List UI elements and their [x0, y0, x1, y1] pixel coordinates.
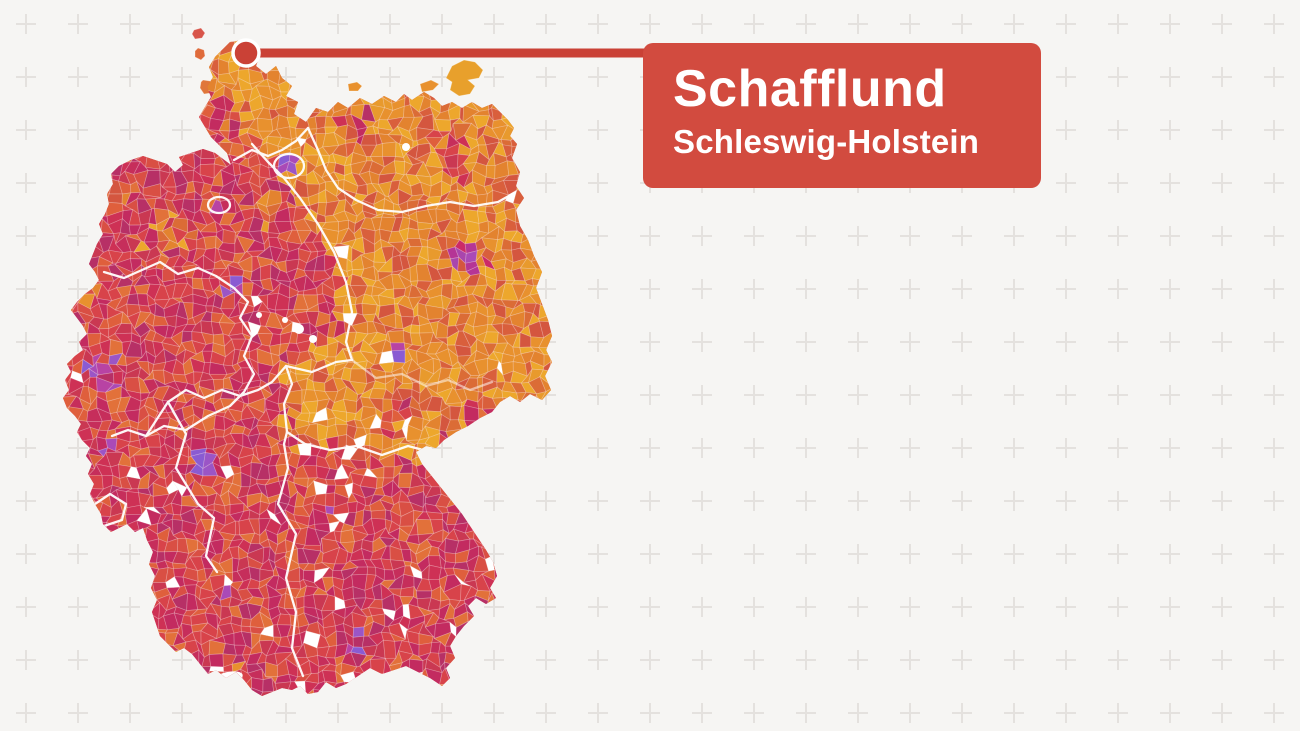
callout-subtitle: Schleswig-Holstein [673, 123, 980, 160]
location-marker [231, 38, 261, 68]
callout-title: Schafflund [673, 60, 947, 118]
state-borders [93, 126, 516, 678]
callout-box: Schafflund Schleswig-Holstein [643, 43, 1041, 188]
callout-connector-line [246, 48, 647, 58]
